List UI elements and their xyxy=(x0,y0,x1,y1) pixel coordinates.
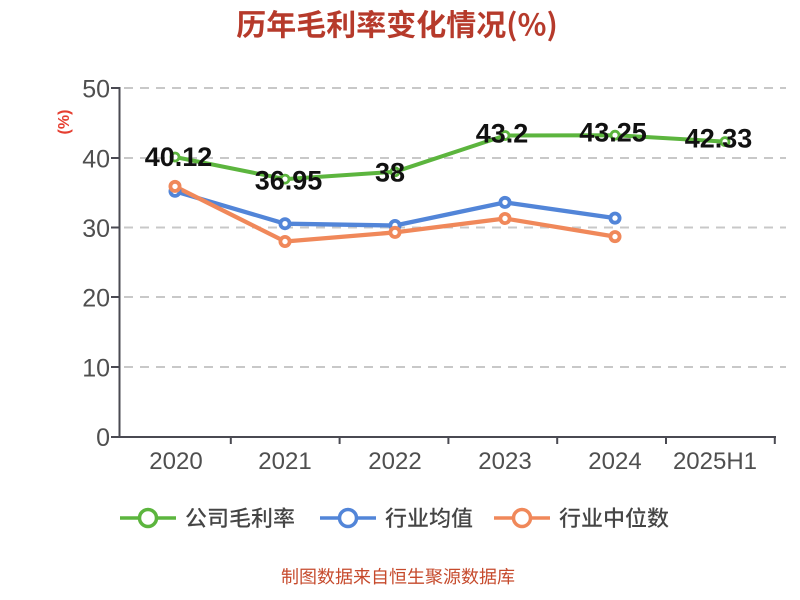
svg-text:10: 10 xyxy=(82,355,110,383)
svg-text:30: 30 xyxy=(82,215,110,243)
svg-text:43.25: 43.25 xyxy=(579,118,647,148)
svg-text:20: 20 xyxy=(82,285,110,313)
svg-text:36.95: 36.95 xyxy=(255,166,323,196)
svg-text:50: 50 xyxy=(82,76,110,104)
svg-text:(%): (%) xyxy=(56,110,73,135)
svg-text:2023: 2023 xyxy=(478,448,531,475)
svg-text:42.33: 42.33 xyxy=(685,124,753,154)
svg-text:40.12: 40.12 xyxy=(145,142,213,172)
svg-text:38: 38 xyxy=(375,158,405,188)
svg-text:2022: 2022 xyxy=(368,448,421,475)
svg-text:0: 0 xyxy=(96,424,110,452)
svg-text:2025H1: 2025H1 xyxy=(673,448,757,475)
svg-text:2020: 2020 xyxy=(149,448,202,475)
svg-text:40: 40 xyxy=(82,146,110,174)
svg-text:2021: 2021 xyxy=(258,448,311,475)
svg-text:43.2: 43.2 xyxy=(476,119,529,149)
svg-text:2024: 2024 xyxy=(588,448,641,475)
